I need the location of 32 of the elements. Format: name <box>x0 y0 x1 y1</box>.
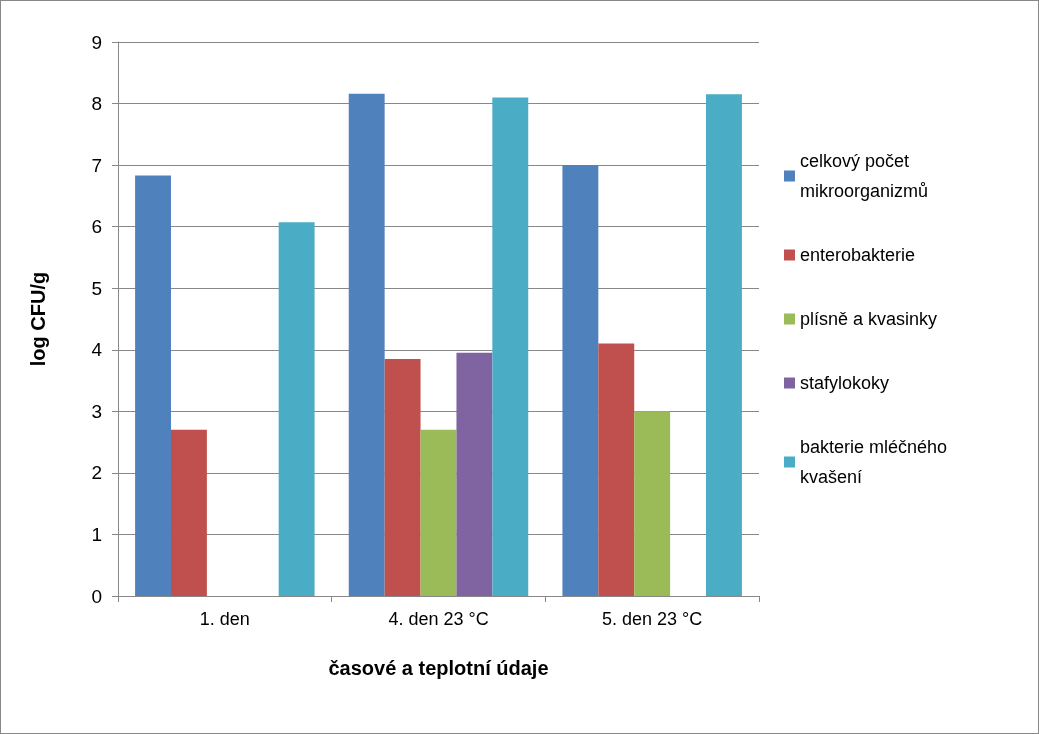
bar <box>492 97 529 596</box>
bar <box>456 352 493 596</box>
y-tick-label: 2 <box>91 462 102 484</box>
bar <box>348 93 385 596</box>
y-tick-label: 5 <box>91 277 102 299</box>
legend-label: plísně a kvasinky <box>800 309 938 329</box>
legend-label: stafylokoky <box>800 373 890 393</box>
bar <box>278 222 315 596</box>
x-tick-label: 1. den <box>199 609 250 629</box>
bar <box>706 94 742 596</box>
bar <box>135 175 171 596</box>
bar <box>420 429 457 596</box>
bar <box>384 359 421 596</box>
y-tick-label: 0 <box>91 585 102 607</box>
bar <box>634 411 671 596</box>
y-tick-label: 6 <box>91 216 102 238</box>
y-axis-title: log CFU/g <box>27 271 49 367</box>
y-tick-label: 7 <box>91 154 102 176</box>
y-tick-label: 9 <box>91 31 102 53</box>
legend-label: enterobakterie <box>800 245 916 265</box>
y-tick-label: 1 <box>91 523 102 545</box>
bar <box>562 165 599 596</box>
y-tick-label: 3 <box>91 400 102 422</box>
x-tick-label: 5. den 23 °C <box>602 609 703 629</box>
y-tick-label: 4 <box>91 339 103 361</box>
bar <box>170 429 207 596</box>
legend-label: celkový počet mikroorganizmů <box>800 151 929 201</box>
x-axis-title: časové a teplotní údaje <box>328 657 549 679</box>
y-tick-label: 8 <box>91 93 102 115</box>
x-tick-label: 4. den 23 °C <box>388 609 489 629</box>
legend-label: bakterie mléčného kvašení <box>800 437 953 487</box>
bar <box>598 343 635 596</box>
